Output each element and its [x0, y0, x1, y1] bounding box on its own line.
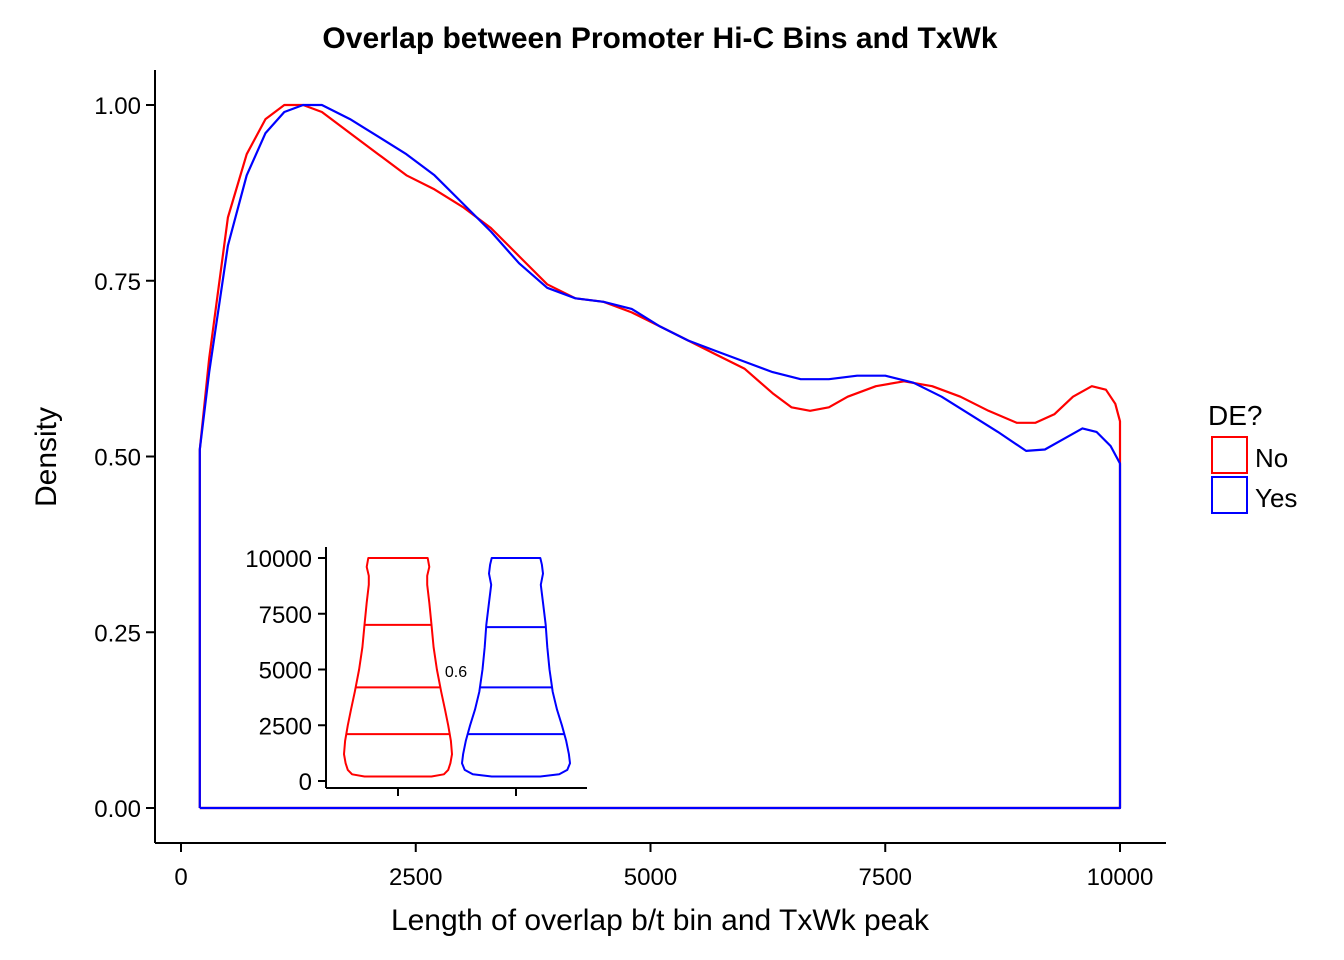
- chart-title: Overlap between Promoter Hi-C Bins and T…: [322, 22, 997, 55]
- legend-key-yes: [1211, 476, 1248, 514]
- inset-violin-plot: 0 2500 5000 7500 10000 0.6: [245, 546, 587, 796]
- legend-title: DE?: [1208, 400, 1262, 431]
- inset-annotation: 0.6: [445, 664, 467, 681]
- inset-y-tick-label: 0: [299, 769, 312, 796]
- y-tick-label: 0.25: [94, 620, 141, 647]
- y-tick-label: 0.00: [94, 796, 141, 823]
- y-axis-title: Density: [30, 407, 63, 507]
- x-tick-label: 2500: [389, 864, 442, 891]
- x-tick-label: 0: [174, 864, 187, 891]
- y-tick-label: 0.75: [94, 269, 141, 296]
- y-tick-label: 0.50: [94, 445, 141, 472]
- legend: DE? No Yes: [1208, 400, 1297, 514]
- x-tick-label: 7500: [859, 864, 912, 891]
- y-tick-label: 1.00: [94, 93, 141, 120]
- legend-key-no: [1211, 436, 1248, 474]
- inset-y-tick-label: 10000: [245, 546, 312, 573]
- inset-ticks: 0 2500 5000 7500 10000: [245, 546, 517, 796]
- inset-y-tick-label: 2500: [259, 713, 312, 740]
- density-line-no: [198, 103, 1122, 810]
- inset-violins: [343, 557, 571, 778]
- x-axis-title: Length of overlap b/t bin and TxWk peak: [391, 904, 930, 937]
- legend-label-no: No: [1255, 443, 1288, 473]
- legend-label-yes: Yes: [1255, 483, 1297, 513]
- main-plot: 0 2500 5000 7500 10000 0.00 0.25 0.50 0.75 1.00: [94, 70, 1166, 891]
- x-tick-label: 5000: [624, 864, 677, 891]
- density-series: [198, 103, 1122, 810]
- violin-no: [343, 557, 453, 778]
- violin-yes: [461, 557, 571, 778]
- density-line-yes: [198, 103, 1122, 810]
- inset-y-tick-label: 7500: [259, 602, 312, 629]
- x-tick-label: 10000: [1087, 864, 1154, 891]
- main-ticks: 0 2500 5000 7500 10000 0.00 0.25 0.50 0.75 1.00: [94, 93, 1153, 891]
- inset-y-tick-label: 5000: [259, 658, 312, 685]
